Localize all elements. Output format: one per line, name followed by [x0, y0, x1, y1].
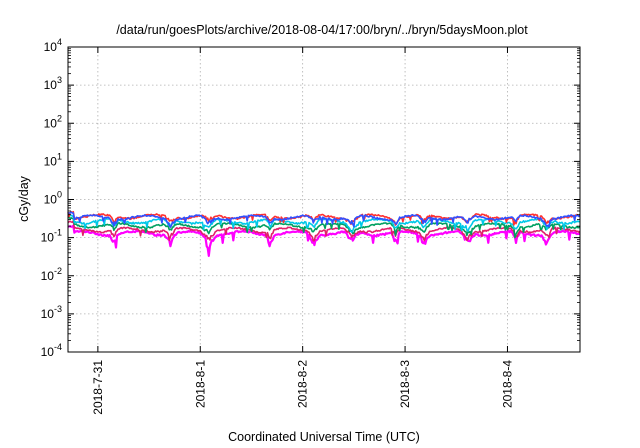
y-tick-label: 104	[44, 37, 62, 54]
x-tick-label: 2018-7-31	[91, 360, 105, 415]
x-tick-label: 2018-8-3	[398, 360, 412, 408]
series-line	[67, 220, 581, 242]
series-line	[68, 211, 581, 228]
series-line	[67, 210, 581, 226]
x-tick-label: 2018-8-1	[193, 360, 207, 408]
y-tick-label: 10-3	[41, 304, 62, 321]
x-tick-label: 2018-8-2	[296, 360, 310, 408]
x-tick-label: 2018-8-4	[500, 360, 514, 408]
y-tick-label: 102	[44, 113, 62, 130]
y-tick-label: 101	[44, 151, 62, 168]
y-tick-label: 10-4	[41, 342, 62, 359]
x-axis-label: Coordinated Universal Time (UTC)	[228, 430, 420, 444]
chart-title: /data/run/goesPlots/archive/2018-08-04/1…	[116, 23, 528, 37]
y-tick-label: 100	[44, 190, 62, 207]
y-axis-ticks: 10-4 10-3 10-2 10-1 100 101 102 103 104	[41, 37, 580, 359]
y-tick-label: 10-2	[41, 266, 62, 283]
series-line	[67, 224, 580, 257]
y-tick-label: 103	[44, 75, 62, 92]
grid	[68, 47, 580, 352]
series-lines	[67, 210, 581, 257]
y-axis-label: cGy/day	[17, 175, 31, 222]
y-tick-label: 10-1	[41, 228, 62, 245]
x-axis-ticks: 2018-7-31 2018-8-1 2018-8-2 2018-8-3 2018-8-…	[91, 47, 514, 415]
